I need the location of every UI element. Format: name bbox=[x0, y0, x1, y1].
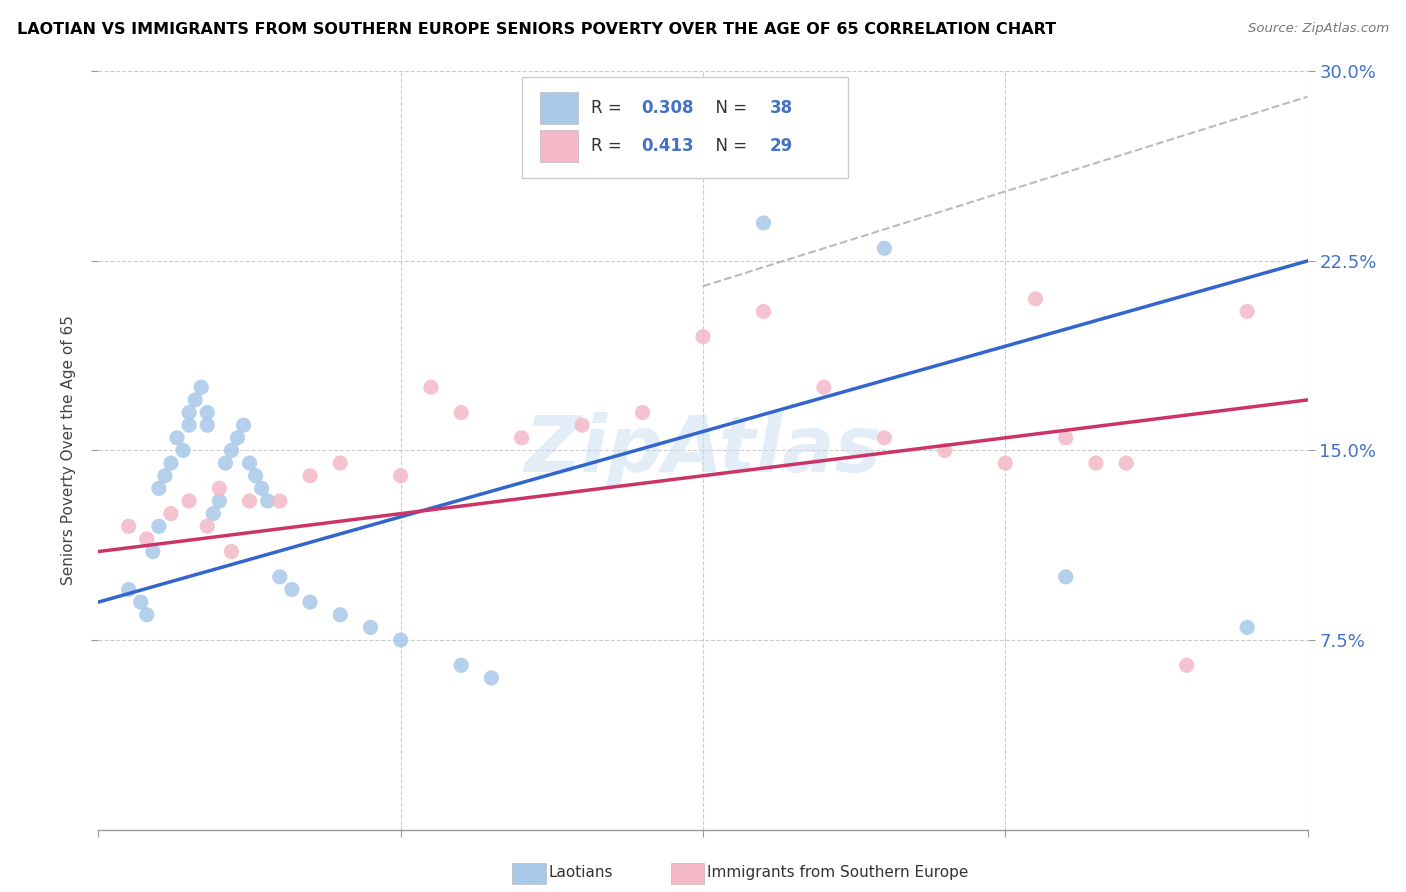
Point bbox=[135, 607, 157, 622]
Point bbox=[184, 392, 207, 407]
Point bbox=[299, 468, 322, 483]
Point bbox=[179, 418, 201, 433]
Point bbox=[221, 544, 243, 558]
Point bbox=[129, 595, 152, 609]
Point bbox=[873, 431, 896, 445]
Point bbox=[160, 507, 183, 521]
Point bbox=[329, 456, 352, 470]
Point bbox=[256, 494, 278, 508]
Point bbox=[692, 330, 714, 344]
Text: Laotians: Laotians bbox=[548, 865, 613, 880]
Point bbox=[1236, 304, 1258, 318]
Point bbox=[389, 633, 412, 648]
Text: R =: R = bbox=[591, 99, 627, 117]
Point bbox=[1054, 431, 1077, 445]
Point bbox=[239, 456, 262, 470]
Point bbox=[153, 468, 176, 483]
Point bbox=[232, 418, 254, 433]
Point bbox=[195, 405, 218, 420]
Point bbox=[160, 456, 183, 470]
Point bbox=[135, 532, 157, 546]
Y-axis label: Seniors Poverty Over the Age of 65: Seniors Poverty Over the Age of 65 bbox=[60, 316, 76, 585]
Point bbox=[994, 456, 1017, 470]
Point bbox=[1054, 570, 1077, 584]
Point bbox=[179, 405, 201, 420]
Point bbox=[148, 519, 170, 533]
Text: N =: N = bbox=[706, 136, 752, 154]
Point bbox=[873, 241, 896, 255]
Point bbox=[299, 595, 322, 609]
Point bbox=[166, 431, 188, 445]
Text: R =: R = bbox=[591, 136, 627, 154]
Point bbox=[1024, 292, 1046, 306]
Point bbox=[481, 671, 503, 685]
Text: Immigrants from Southern Europe: Immigrants from Southern Europe bbox=[707, 865, 969, 880]
Text: ZipAtlas: ZipAtlas bbox=[524, 412, 882, 489]
Text: Source: ZipAtlas.com: Source: ZipAtlas.com bbox=[1249, 22, 1389, 36]
Point bbox=[142, 544, 165, 558]
Point bbox=[389, 468, 412, 483]
Point bbox=[450, 658, 472, 673]
Text: 0.308: 0.308 bbox=[641, 99, 693, 117]
Point bbox=[202, 507, 225, 521]
Text: 29: 29 bbox=[769, 136, 793, 154]
Point bbox=[208, 494, 231, 508]
Point bbox=[1236, 620, 1258, 634]
Point bbox=[190, 380, 212, 394]
Point bbox=[269, 494, 291, 508]
Point bbox=[118, 582, 141, 597]
Point bbox=[195, 519, 218, 533]
Point bbox=[245, 468, 267, 483]
Point bbox=[1175, 658, 1198, 673]
Point bbox=[934, 443, 956, 458]
Point bbox=[208, 482, 231, 496]
Text: 38: 38 bbox=[769, 99, 793, 117]
Text: N =: N = bbox=[706, 99, 752, 117]
Point bbox=[329, 607, 352, 622]
Point bbox=[172, 443, 194, 458]
Point bbox=[752, 304, 775, 318]
Point bbox=[214, 456, 236, 470]
Point bbox=[420, 380, 443, 394]
Point bbox=[813, 380, 835, 394]
Point bbox=[752, 216, 775, 230]
Point bbox=[360, 620, 382, 634]
Point bbox=[571, 418, 593, 433]
Point bbox=[269, 570, 291, 584]
Point bbox=[631, 405, 654, 420]
Point bbox=[226, 431, 249, 445]
Point bbox=[148, 482, 170, 496]
FancyBboxPatch shape bbox=[540, 92, 578, 124]
Point bbox=[179, 494, 201, 508]
Point bbox=[118, 519, 141, 533]
Point bbox=[221, 443, 243, 458]
Point bbox=[1115, 456, 1137, 470]
FancyBboxPatch shape bbox=[540, 129, 578, 161]
Point bbox=[510, 431, 533, 445]
FancyBboxPatch shape bbox=[522, 78, 848, 178]
Point bbox=[1085, 456, 1108, 470]
Text: LAOTIAN VS IMMIGRANTS FROM SOUTHERN EUROPE SENIORS POVERTY OVER THE AGE OF 65 CO: LAOTIAN VS IMMIGRANTS FROM SOUTHERN EURO… bbox=[17, 22, 1056, 37]
Text: 0.413: 0.413 bbox=[641, 136, 695, 154]
Point bbox=[239, 494, 262, 508]
Point bbox=[250, 482, 273, 496]
Point bbox=[281, 582, 304, 597]
Point bbox=[450, 405, 472, 420]
Point bbox=[195, 418, 218, 433]
